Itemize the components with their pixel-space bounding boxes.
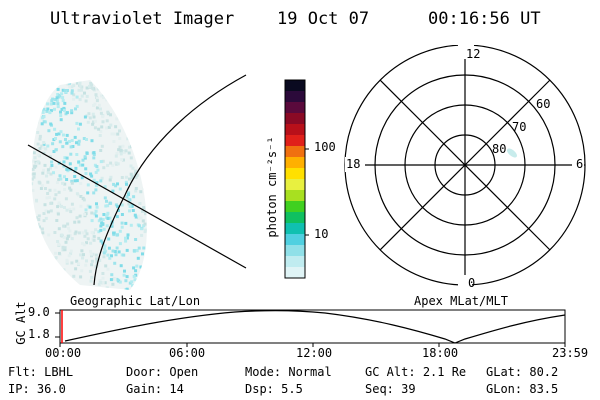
lat-label-80: 80 bbox=[492, 142, 507, 156]
colorbar-band bbox=[285, 190, 305, 202]
xtick-1200: 12:00 bbox=[296, 346, 333, 360]
mlt-diagonal-2 bbox=[379, 79, 551, 251]
polar-mlt-plot bbox=[344, 45, 586, 289]
glat-status: GLat: 80.2 bbox=[486, 365, 559, 379]
gc-alt-status: GC Alt: 2.1 Re bbox=[365, 365, 467, 379]
mlt-label-0: 0 bbox=[468, 276, 476, 290]
colorbar-band bbox=[285, 102, 305, 114]
gain-status: Gain: 14 bbox=[126, 382, 184, 396]
xtick-0600: 06:00 bbox=[169, 346, 206, 360]
colorbar-band bbox=[285, 135, 305, 147]
colorbar-band bbox=[285, 179, 305, 191]
xtick-1800: 18:00 bbox=[422, 346, 459, 360]
terminator-curve bbox=[93, 74, 247, 286]
colorbar-band bbox=[285, 168, 305, 180]
altitude-timeline bbox=[55, 309, 566, 347]
altitude-curve bbox=[64, 310, 566, 344]
geographic-latlon-title: Geographic Lat/Lon bbox=[70, 294, 201, 308]
colorbar-band bbox=[285, 212, 305, 224]
flt-status: Flt: LBHL bbox=[8, 365, 74, 379]
xtick-2359: 23:59 bbox=[552, 346, 589, 360]
colorbar-band bbox=[285, 113, 305, 125]
meridian-line bbox=[27, 144, 247, 269]
colorbar-tick-label-10: 10 bbox=[314, 227, 329, 241]
colorbar-band bbox=[285, 91, 305, 103]
instrument-title: Ultraviolet Imager bbox=[50, 9, 235, 29]
colorbar-unit-label: photon cm⁻²s⁻¹ bbox=[265, 136, 279, 238]
colorbar-band bbox=[285, 201, 305, 213]
colorbar-panel bbox=[284, 79, 309, 279]
colorbar-band bbox=[285, 234, 305, 246]
colorbar-frame bbox=[284, 79, 306, 279]
lat-label-70: 70 bbox=[512, 120, 527, 134]
colorbar-gradient bbox=[285, 80, 305, 279]
ytick-1-8: 1.8 bbox=[28, 327, 50, 341]
dsp-status: Dsp: 5.5 bbox=[245, 382, 303, 396]
ip-status: IP: 36.0 bbox=[8, 382, 66, 396]
gc-alt-axis-label: GC Alt bbox=[14, 301, 28, 345]
time-label: 00:16:56 UT bbox=[428, 9, 541, 29]
xtick-0000: 00:00 bbox=[45, 346, 82, 360]
mlt-label-18: 18 bbox=[346, 157, 361, 171]
apex-mlat-mlt-title: Apex MLat/MLT bbox=[414, 294, 508, 308]
glon-status: GLon: 83.5 bbox=[486, 382, 559, 396]
colorbar-band bbox=[285, 223, 305, 235]
door-status: Door: Open bbox=[126, 365, 199, 379]
ytick-9: 9.0 bbox=[28, 305, 50, 319]
colorbar-band bbox=[285, 245, 305, 257]
geographic-image-panel bbox=[27, 74, 247, 290]
mlt-label-6: 6 bbox=[576, 157, 584, 171]
colorbar-band bbox=[285, 146, 305, 158]
date-label: 19 Oct 07 bbox=[277, 9, 370, 29]
mode-status: Mode: Normal bbox=[245, 365, 332, 379]
lat-label-60: 60 bbox=[536, 97, 551, 111]
seq-status: Seq: 39 bbox=[365, 382, 416, 396]
polar-emission-patch bbox=[507, 148, 517, 158]
colorbar-band bbox=[285, 124, 305, 136]
colorbar-band bbox=[285, 256, 305, 268]
mlt-label-12: 12 bbox=[466, 47, 481, 61]
colorbar-band bbox=[285, 157, 305, 169]
colorbar-band bbox=[285, 267, 305, 279]
colorbar-band bbox=[285, 80, 305, 92]
colorbar-tick-label-100: 100 bbox=[314, 140, 336, 154]
